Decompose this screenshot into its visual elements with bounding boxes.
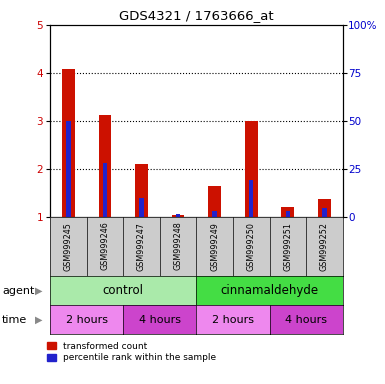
Bar bbox=[99, 115, 111, 217]
Text: GSM999246: GSM999246 bbox=[100, 222, 109, 270]
Bar bbox=[245, 121, 258, 217]
Text: 4 hours: 4 hours bbox=[285, 314, 327, 325]
Text: cinnamaldehyde: cinnamaldehyde bbox=[221, 285, 318, 297]
Text: GSM999252: GSM999252 bbox=[320, 222, 329, 271]
Title: GDS4321 / 1763666_at: GDS4321 / 1763666_at bbox=[119, 9, 274, 22]
Text: 4 hours: 4 hours bbox=[139, 314, 181, 325]
Bar bbox=[103, 163, 107, 217]
Bar bbox=[172, 215, 184, 217]
Legend: transformed count, percentile rank within the sample: transformed count, percentile rank withi… bbox=[43, 338, 219, 366]
Bar bbox=[281, 207, 294, 217]
Text: GSM999248: GSM999248 bbox=[174, 222, 182, 270]
Bar bbox=[286, 211, 290, 217]
Text: ▶: ▶ bbox=[35, 314, 43, 325]
Bar bbox=[135, 164, 148, 217]
Text: GSM999245: GSM999245 bbox=[64, 222, 73, 271]
Text: 2 hours: 2 hours bbox=[65, 314, 108, 325]
Bar bbox=[213, 211, 217, 217]
Bar bbox=[66, 121, 70, 217]
Bar bbox=[62, 69, 75, 217]
Text: agent: agent bbox=[2, 286, 34, 296]
Text: control: control bbox=[103, 285, 144, 297]
Bar bbox=[318, 199, 331, 217]
Text: GSM999249: GSM999249 bbox=[210, 222, 219, 271]
Text: GSM999247: GSM999247 bbox=[137, 222, 146, 271]
Text: GSM999250: GSM999250 bbox=[247, 222, 256, 271]
Text: ▶: ▶ bbox=[35, 286, 43, 296]
Bar bbox=[322, 209, 326, 217]
Text: GSM999251: GSM999251 bbox=[283, 222, 292, 271]
Bar bbox=[139, 198, 144, 217]
Text: time: time bbox=[2, 314, 27, 325]
Bar bbox=[208, 186, 221, 217]
Bar bbox=[249, 180, 253, 217]
Text: 2 hours: 2 hours bbox=[212, 314, 254, 325]
Bar bbox=[176, 214, 180, 217]
